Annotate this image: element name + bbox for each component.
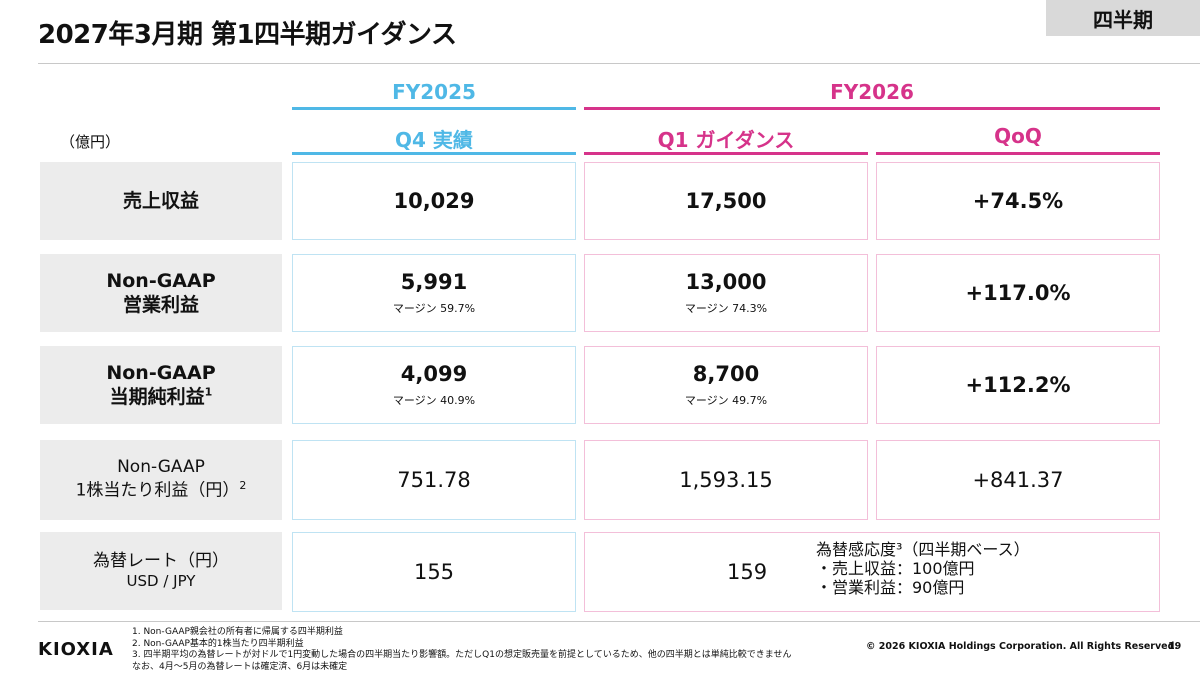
q4-header: Q4 実績 (395, 128, 473, 152)
value: 8,700 (692, 362, 760, 386)
label-line2: 当期純利益 (109, 386, 205, 408)
qoq-header: QoQ (994, 124, 1042, 148)
footnotes: 1. Non-GAAP親会社の所有者に帰属する四半期利益 2. Non-GAAP… (132, 627, 791, 674)
footnote-marker: 1 (204, 385, 213, 399)
fy2026-header: FY2026 (830, 80, 914, 104)
row-label-revenue: 売上収益 (40, 162, 282, 240)
cell-eps-q1: 1,593.15 (584, 440, 868, 520)
cell-revenue-q1: 17,500 (584, 162, 868, 240)
cell-fx-q1: 159 (584, 532, 1160, 612)
fx-sensitivity-revenue: ・売上収益：100億円 (816, 559, 975, 579)
value: 10,029 (393, 189, 475, 213)
label-line2: USD / JPY (126, 572, 196, 591)
label-line1: Non-GAAP (117, 457, 205, 478)
cell-ni-q1: 8,700 マージン 49.7% (584, 346, 868, 424)
cell-eps-qoq: +841.37 (876, 440, 1160, 520)
cell-revenue-qoq: +74.5% (876, 162, 1160, 240)
row-label-net-income: Non-GAAP 当期純利益1 (40, 346, 282, 424)
value: 5,991 (400, 270, 468, 294)
row-label-fx: 為替レート（円） USD / JPY (40, 532, 282, 610)
quarter-badge: 四半期 (1046, 0, 1200, 36)
header-divider (38, 63, 1200, 64)
footer-divider (38, 621, 1200, 622)
kioxia-logo: KIOXIA (38, 639, 114, 660)
margin-text: マージン 40.9% (392, 394, 476, 407)
cell-op-q4: 5,991 マージン 59.7% (292, 254, 576, 332)
label-line1: Non-GAAP (106, 361, 216, 384)
fx-sensitivity-op: ・営業利益：90億円 (816, 578, 965, 598)
value: 159 (727, 560, 768, 584)
fy2025-header: FY2025 (392, 80, 476, 104)
cell-ni-qoq: +112.2% (876, 346, 1160, 424)
label-line2-wrap: 当期純利益1 (110, 385, 213, 409)
cell-op-qoq: +117.0% (876, 254, 1160, 332)
cell-ni-q4: 4,099 マージン 40.9% (292, 346, 576, 424)
margin-text: マージン 74.3% (684, 302, 768, 315)
row-label-operating-profit: Non-GAAP 営業利益 (40, 254, 282, 332)
unit-label: （億円） (60, 133, 121, 151)
fy2026-bar (584, 107, 1160, 110)
margin-text: マージン 59.7% (392, 302, 476, 315)
margin-text: マージン 49.7% (684, 394, 768, 407)
cell-eps-q4: 751.78 (292, 440, 576, 520)
q1-bar (584, 152, 868, 155)
value: +112.2% (965, 373, 1071, 397)
value: +117.0% (965, 281, 1071, 305)
label-line2: 1株当たり利益（円） (75, 480, 240, 501)
value: +841.37 (972, 468, 1064, 492)
value: 4,099 (400, 362, 468, 386)
value: 155 (413, 560, 455, 584)
value: +74.5% (972, 189, 1064, 213)
label-line2: 営業利益 (122, 294, 199, 316)
footnote-3: 3. 四半期平均の為替レートが対ドルで1円変動した場合の四半期当たり影響額。ただ… (132, 650, 792, 661)
q4-bar (292, 152, 576, 155)
q1-header: Q1 ガイダンス (657, 128, 795, 152)
cell-fx-q4: 155 (292, 532, 576, 612)
label-line1: Non-GAAP (106, 269, 216, 292)
footnote-4: なお、4月～5月の為替レートは確定済、6月は未確定 (132, 662, 348, 673)
value: 1,593.15 (679, 468, 773, 492)
footnote-2: 2. Non-GAAP基本的1株当たり四半期利益 (132, 638, 304, 649)
value: 17,500 (685, 189, 767, 213)
value: 13,000 (685, 270, 767, 294)
fx-sensitivity: 為替感応度³（四半期ベース） ・売上収益：100億円 ・営業利益：90億円 (816, 540, 1030, 598)
label-text: 売上収益 (122, 189, 199, 212)
label-line2-wrap: 1株当たり利益（円）2 (76, 479, 247, 502)
fx-sensitivity-title: 為替感応度³（四半期ベース） (816, 540, 1030, 559)
copyright: © 2026 KIOXIA Holdings Corporation. All … (866, 641, 1179, 652)
page-title: 2027年3月期 第1四半期ガイダンス (38, 20, 457, 50)
page-number: 19 (1168, 641, 1182, 652)
label-line1: 為替レート（円） (93, 550, 229, 571)
footnote-1: 1. Non-GAAP親会社の所有者に帰属する四半期利益 (132, 627, 343, 637)
cell-revenue-q4: 10,029 (292, 162, 576, 240)
row-label-eps: Non-GAAP 1株当たり利益（円）2 (40, 440, 282, 520)
qoq-bar (876, 152, 1160, 155)
cell-op-q1: 13,000 マージン 74.3% (584, 254, 868, 332)
value: 751.78 (397, 468, 471, 492)
footnote-marker: 2 (239, 479, 247, 493)
fy2025-bar (292, 107, 576, 110)
